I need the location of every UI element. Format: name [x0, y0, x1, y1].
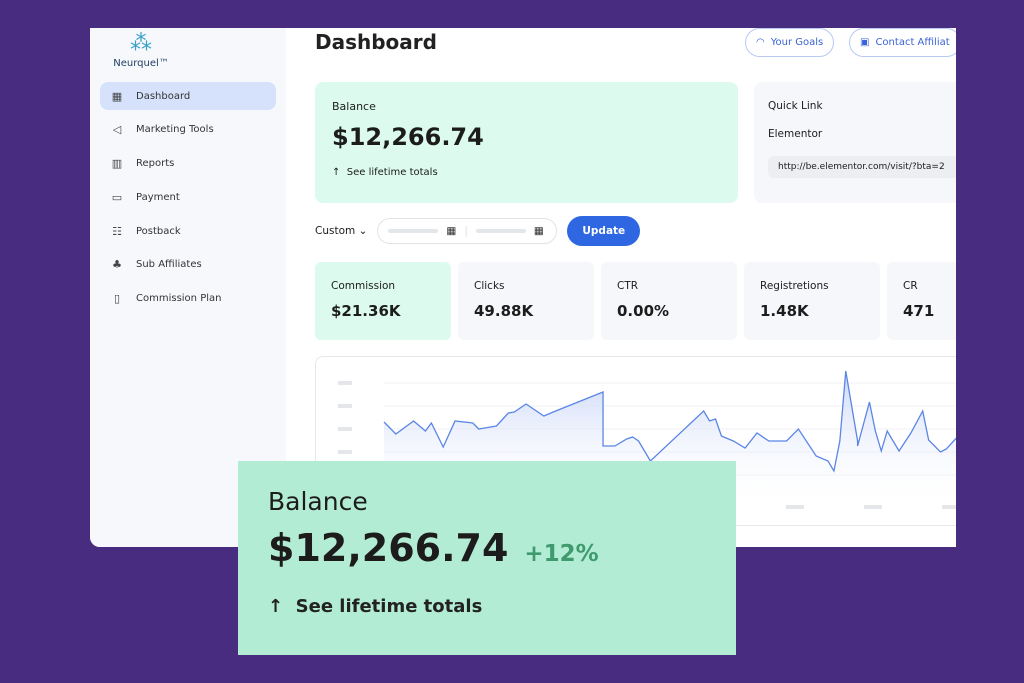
stat-card-cr: CR 471	[887, 262, 956, 340]
stat-card-ctr: CTR 0.00%	[601, 262, 737, 340]
filter-bar: Custom ⌄ ▦ | ▦ Update	[315, 216, 641, 246]
network-icon: ♣	[112, 258, 122, 272]
your-goals-button[interactable]: ◠ Your Goals	[745, 28, 835, 57]
stat-card-registretions: Registretions 1.48K	[744, 262, 880, 340]
balance-overlay-card: Balance $12,266.74 +12% ↑ See lifetime to…	[238, 461, 736, 655]
arrow-up-icon: ↑	[268, 596, 284, 617]
page-title: Dashboard	[315, 30, 437, 54]
sidebar-item-marketing-tools[interactable]: ◁ Marketing Tools	[100, 116, 276, 144]
sidebar-item-dashboard[interactable]: ▦ Dashboard	[100, 82, 276, 110]
date-range-input[interactable]: ▦ | ▦	[377, 218, 558, 244]
chevron-down-icon: ⌄	[358, 225, 368, 237]
main-content: Dashboard ◠ Your Goals ▣ Contact Affiliat …	[298, 28, 956, 547]
y-tick-label	[338, 381, 352, 385]
quick-link-url[interactable]: http://be.elementor.com/visit/?bta=2	[768, 156, 956, 178]
y-tick-label	[338, 450, 352, 454]
arrow-up-icon: ↑	[332, 167, 341, 178]
sidebar-item-sub-affiliates[interactable]: ♣ Sub Affiliates	[100, 251, 276, 279]
y-tick-label	[338, 404, 352, 408]
change-badge: +12%	[524, 541, 599, 567]
y-tick-label	[338, 427, 352, 431]
balance-card: Balance $12,266.74 ↑ See lifetime totals	[315, 82, 738, 203]
gauge-icon: ◠	[756, 37, 765, 48]
lifetime-totals-link[interactable]: ↑ See lifetime totals	[268, 596, 483, 617]
update-button[interactable]: Update	[567, 216, 641, 246]
contact-affiliate-button[interactable]: ▣ Contact Affiliat	[849, 28, 956, 57]
megaphone-icon: ◁	[112, 123, 122, 137]
stat-card-clicks: Clicks 49.88K	[458, 262, 594, 340]
range-select[interactable]: Custom ⌄	[315, 225, 368, 237]
sidebar: ⁂ Neurquel™ ▦ Dashboard ◁ Marketing Tools ▥ Re…	[90, 28, 286, 547]
logo: ⁂ Neurquel™	[113, 31, 169, 69]
clipboard-icon: ▯	[113, 292, 121, 306]
balance-value: $12,266.74	[268, 526, 509, 570]
bar-chart-icon: ▥	[111, 157, 123, 171]
sidebar-item-reports[interactable]: ▥ Reports	[111, 157, 175, 171]
grid-icon: ▦	[111, 89, 123, 103]
contact-card-icon: ▣	[860, 37, 870, 48]
calendar-icon: ▦	[533, 225, 544, 237]
sidebar-item-postback[interactable]: ☷ Postback	[100, 217, 276, 245]
sidebar-item-commission-plan[interactable]: ▯ Commission Plan	[100, 285, 276, 313]
sidebar-nav: ▦ Dashboard ◁ Marketing Tools ▥ Reports ▭ Payme…	[100, 82, 276, 319]
calendar-icon: ▦	[446, 225, 457, 237]
stat-card-commission: Commission $21.36K	[315, 262, 451, 340]
quick-link-card: Quick Link Elementor http://be.elementor…	[754, 82, 956, 203]
credit-card-icon: ▭	[111, 190, 123, 204]
postback-icon: ☷	[112, 224, 122, 238]
app-window: ⁂ Neurquel™ ▦ Dashboard ◁ Marketing Tools ▥ Re…	[90, 28, 956, 547]
lifetime-totals-link[interactable]: ↑ See lifetime totals	[332, 167, 438, 178]
sidebar-item-payment[interactable]: ▭ Payment	[111, 190, 180, 204]
